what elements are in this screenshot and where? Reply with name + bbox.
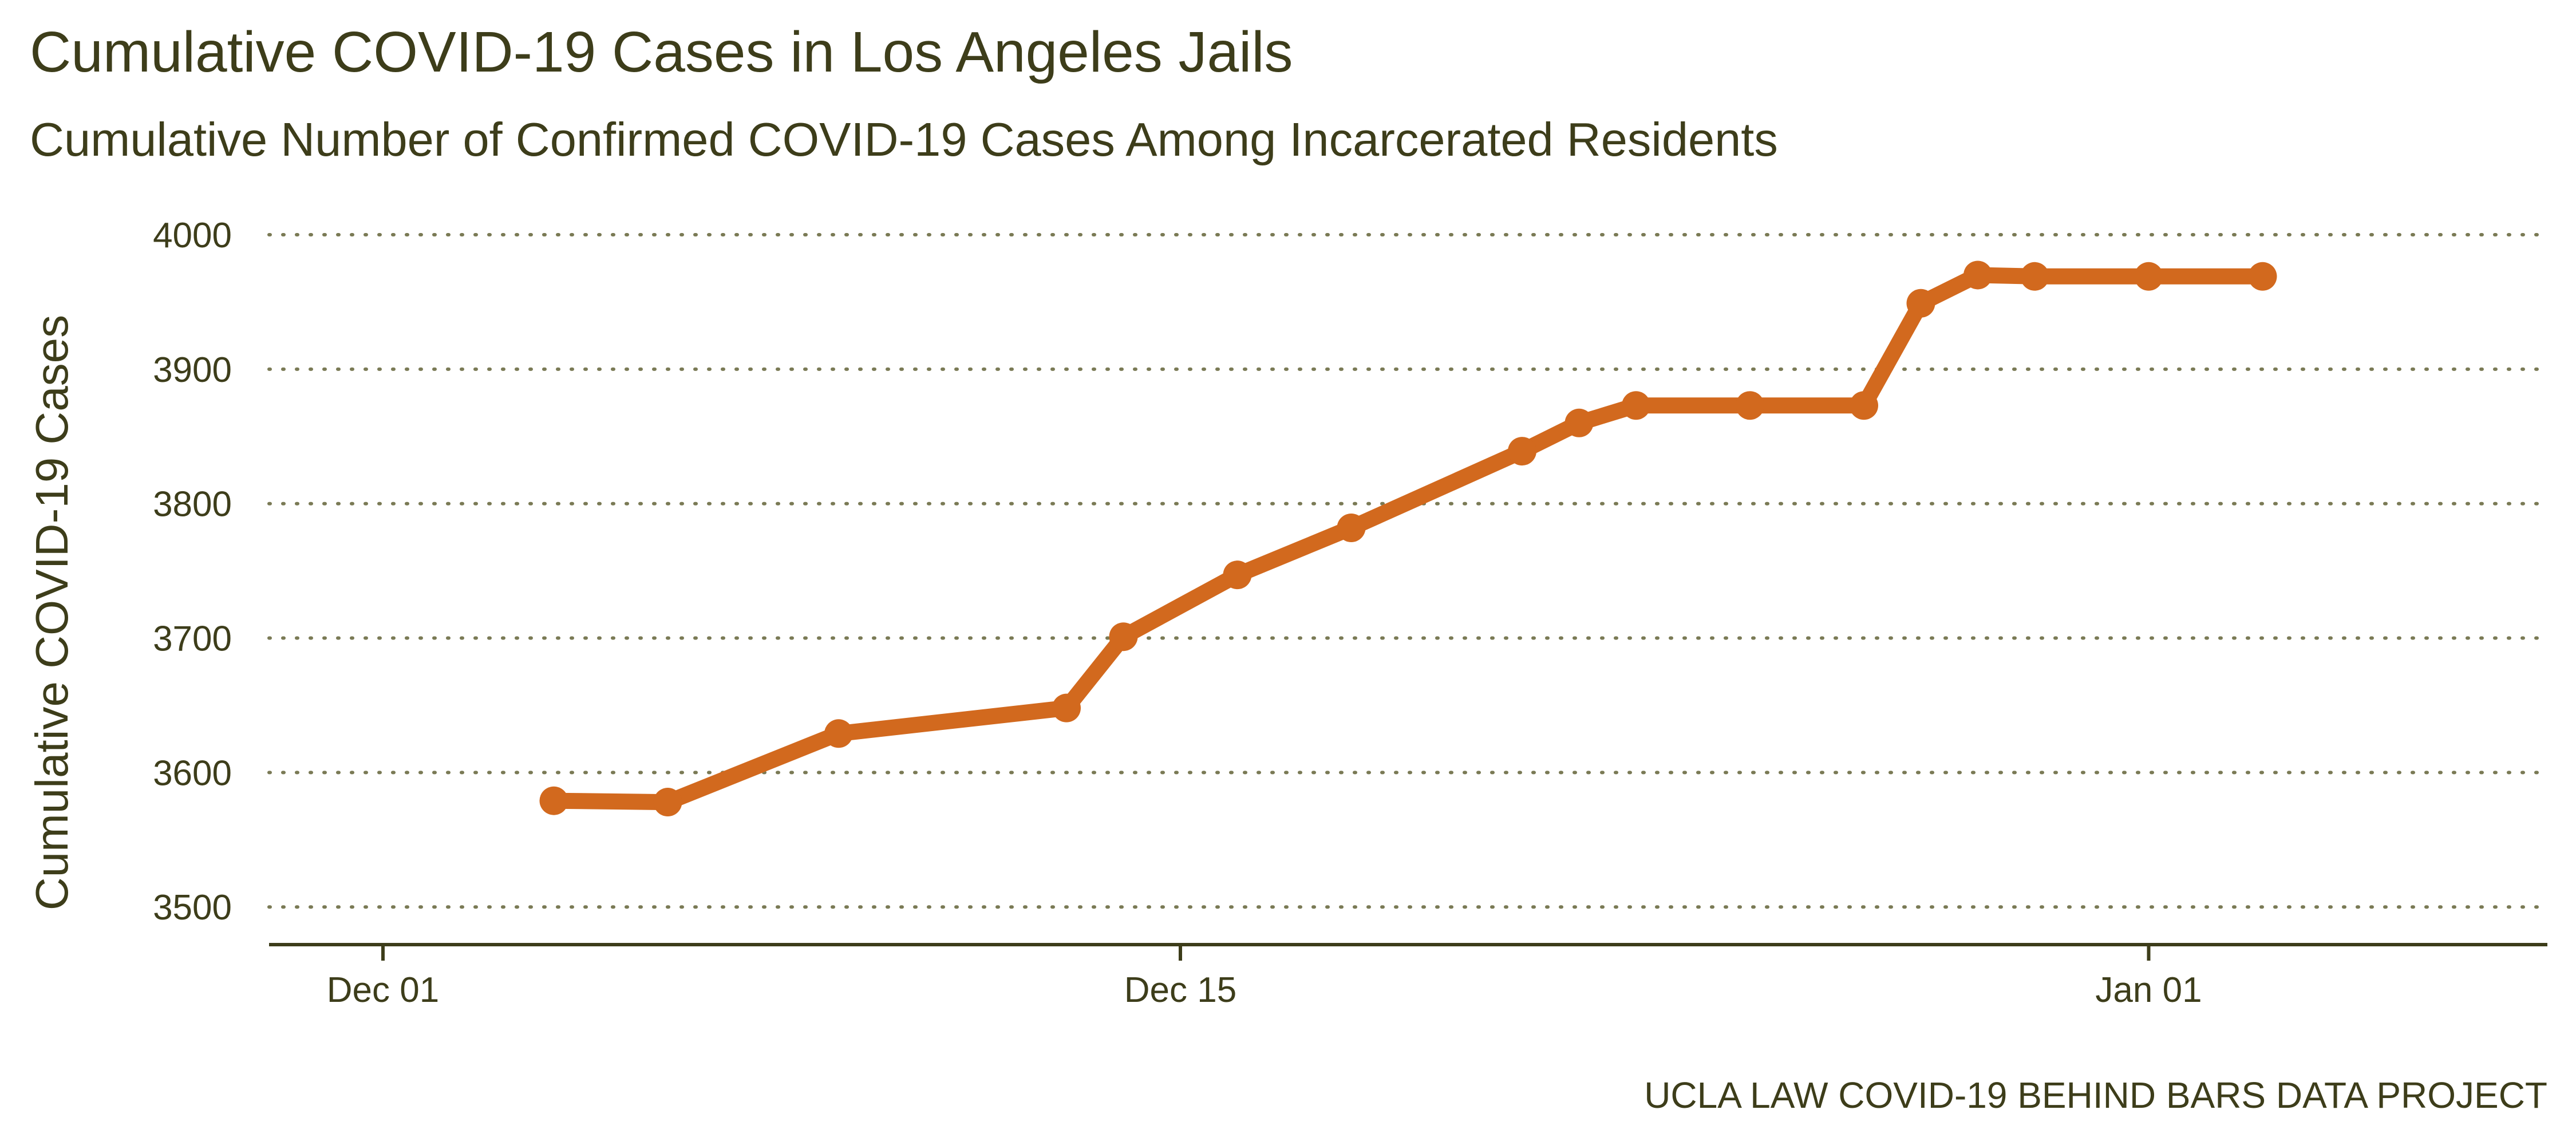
data-point <box>1906 289 1935 318</box>
data-point <box>2248 262 2277 291</box>
chart-title: Cumulative COVID-19 Cases in Los Angeles… <box>30 20 1293 84</box>
y-tick-label: 3600 <box>153 753 232 793</box>
data-point <box>1564 408 1594 437</box>
data-series <box>539 260 2277 817</box>
x-tick-label: Dec 15 <box>1124 970 1236 1010</box>
source-caption: UCLA LAW COVID-19 BEHIND BARS DATA PROJE… <box>1644 1075 2547 1116</box>
data-point <box>1337 513 1366 542</box>
x-tick-label: Dec 01 <box>327 970 439 1010</box>
data-point <box>653 788 682 817</box>
y-axis-ticks: 3500 3600 3700 3800 3900 4000 <box>153 216 232 927</box>
data-point <box>1963 260 1992 290</box>
data-point <box>2134 262 2163 291</box>
y-tick-label: 3500 <box>153 888 232 927</box>
y-axis-label: Cumulative COVID-19 Cases <box>26 315 77 910</box>
data-point <box>1736 391 1764 420</box>
data-point <box>824 719 853 748</box>
data-point <box>1223 560 1252 590</box>
data-point <box>1508 437 1536 466</box>
y-tick-label: 3900 <box>153 350 232 390</box>
data-point <box>1052 693 1081 722</box>
x-tick-label: Jan 01 <box>2095 970 2202 1010</box>
y-tick-label: 3700 <box>153 619 232 659</box>
y-tick-label: 3800 <box>153 485 232 524</box>
data-point <box>1850 391 1878 420</box>
data-point <box>1109 622 1138 652</box>
x-axis-ticks: Dec 01 Dec 15 Jan 01 <box>327 945 2202 1010</box>
data-point <box>2020 262 2049 291</box>
data-point <box>1622 391 1650 420</box>
y-tick-label: 4000 <box>153 216 232 255</box>
chart-subtitle: Cumulative Number of Confirmed COVID-19 … <box>30 113 1778 166</box>
data-point <box>539 786 568 815</box>
